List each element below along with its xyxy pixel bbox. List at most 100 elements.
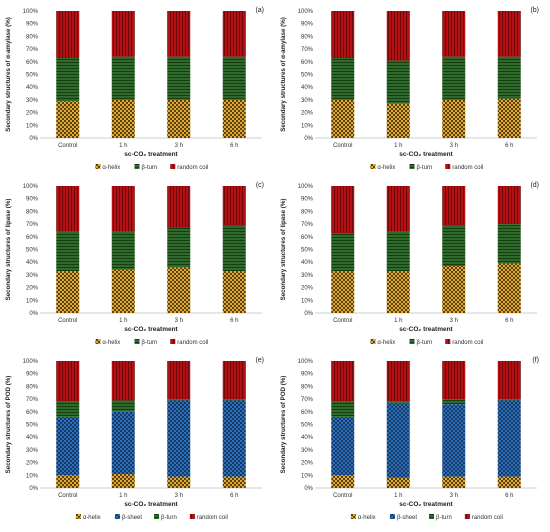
x-tick-label: 6 h xyxy=(505,143,513,149)
legend-swatch-beta_turn xyxy=(134,339,140,344)
legend-label: β-turn xyxy=(142,165,158,171)
legend-swatch-beta_sheet xyxy=(389,514,395,519)
y-tick-label: 90% xyxy=(26,22,39,28)
bar-segment-alpha_helix xyxy=(222,476,246,488)
y-tick-label: 80% xyxy=(301,34,314,40)
legend-swatch-alpha_helix xyxy=(370,339,376,344)
legend-swatch-alpha_helix xyxy=(75,514,81,519)
y-axis-title: Secondary structures of α-amylase (%) xyxy=(5,17,12,132)
x-tick-label: Control xyxy=(333,493,352,499)
legend-swatch-beta_turn xyxy=(134,164,140,169)
bar-segment-alpha_helix xyxy=(442,476,466,488)
bar-segment-beta_turn xyxy=(386,231,410,272)
x-tick-label: 6 h xyxy=(230,143,238,149)
bar-segment-random_coil xyxy=(442,11,466,57)
bar-segment-random_coil xyxy=(386,361,410,402)
legend-swatch-random_coil xyxy=(445,164,451,169)
bar-segment-random_coil xyxy=(167,186,191,228)
x-axis-title: sc-CO₂ treatment xyxy=(124,326,178,333)
y-tick-label: 30% xyxy=(301,448,314,454)
y-tick-label: 50% xyxy=(26,248,39,254)
bar-segment-random_coil xyxy=(56,11,80,58)
bar-segment-beta_turn xyxy=(56,401,80,417)
legend-swatch-beta_turn xyxy=(409,164,415,169)
legend-label: β-sheet xyxy=(397,515,417,521)
legend-label: α-helix xyxy=(377,165,395,171)
y-tick-label: 30% xyxy=(26,448,39,454)
y-tick-label: 70% xyxy=(26,222,39,228)
bar-segment-alpha_helix xyxy=(56,475,80,488)
bar-segment-beta_turn xyxy=(442,56,466,100)
bar-segment-beta_turn xyxy=(167,227,191,268)
bar-segment-alpha_helix xyxy=(111,99,135,138)
x-tick-label: 1 h xyxy=(119,493,127,499)
y-tick-label: 10% xyxy=(301,123,314,129)
y-tick-label: 0% xyxy=(304,486,313,492)
x-tick-label: 3 h xyxy=(450,318,458,324)
y-tick-label: 40% xyxy=(301,85,314,91)
y-axis-title: Secondary structures of lipase (%) xyxy=(280,199,287,301)
bar-segment-random_coil xyxy=(497,361,521,400)
x-tick-label: 6 h xyxy=(230,493,238,499)
y-tick-label: 60% xyxy=(301,410,314,416)
legend-label: β-turn xyxy=(436,515,452,521)
x-axis-title: sc-CO₂ treatment xyxy=(399,151,453,158)
x-axis-title: sc-CO₂ treatment xyxy=(124,151,178,158)
y-tick-label: 0% xyxy=(304,136,313,142)
y-tick-label: 60% xyxy=(26,410,39,416)
y-tick-label: 70% xyxy=(301,222,314,228)
bar-segment-alpha_helix xyxy=(442,266,466,313)
bar-segment-random_coil xyxy=(442,361,466,400)
bar-segment-beta_sheet xyxy=(497,400,521,477)
y-tick-label: 10% xyxy=(301,298,314,304)
x-axis-title: sc-CO₂ treatment xyxy=(399,326,453,333)
bar-segment-alpha_helix xyxy=(497,263,521,313)
legend-label: β-sheet xyxy=(122,515,142,521)
bar-segment-alpha_helix xyxy=(56,271,80,313)
x-tick-label: 1 h xyxy=(119,143,127,149)
bar-segment-beta_turn xyxy=(497,399,521,401)
y-tick-label: 70% xyxy=(26,47,39,53)
bar-segment-beta_sheet xyxy=(442,404,466,477)
bar-segment-alpha_helix xyxy=(386,477,410,488)
bar-segment-random_coil xyxy=(222,361,246,400)
y-tick-label: 60% xyxy=(26,60,39,66)
y-tick-label: 90% xyxy=(301,372,314,378)
legend-label: α-helix xyxy=(377,340,395,346)
legend-swatch-beta_turn xyxy=(154,514,160,519)
y-tick-label: 30% xyxy=(301,273,314,279)
bar-segment-beta_turn xyxy=(56,57,80,102)
legend-label: random coil xyxy=(197,515,228,521)
bar-segment-random_coil xyxy=(111,186,135,232)
bar-segment-beta_turn xyxy=(442,225,466,267)
x-tick-label: 1 h xyxy=(119,318,127,324)
legend-swatch-alpha_helix xyxy=(350,514,356,519)
x-tick-label: Control xyxy=(58,318,77,324)
bar-segment-alpha_helix xyxy=(56,101,80,138)
y-tick-label: 40% xyxy=(26,85,39,91)
y-tick-label: 60% xyxy=(26,235,39,241)
y-tick-label: 40% xyxy=(26,260,39,266)
y-tick-label: 70% xyxy=(301,397,314,403)
bar-segment-alpha_helix xyxy=(222,271,246,313)
legend-swatch-alpha_helix xyxy=(370,164,376,169)
y-tick-label: 50% xyxy=(26,423,39,429)
y-axis-title: Secondary structures of POD (%) xyxy=(5,376,12,474)
bar-segment-beta_sheet xyxy=(56,416,80,476)
legend-swatch-beta_turn xyxy=(409,339,415,344)
panel-label: (f) xyxy=(532,357,539,364)
legend-label: random coil xyxy=(177,340,208,346)
chart-panel-a: 0% 10% 20% 30% 40% 50% 60% 70% 80% 90% 100% Seconda… xyxy=(5,7,264,171)
y-tick-label: 20% xyxy=(26,286,39,292)
bar-segment-random_coil xyxy=(56,186,80,232)
bar-segment-random_coil xyxy=(497,11,521,57)
legend-swatch-random_coil xyxy=(170,164,176,169)
legend-swatch-beta_sheet xyxy=(114,514,120,519)
y-tick-label: 60% xyxy=(301,235,314,241)
y-tick-label: 10% xyxy=(26,123,39,129)
bar-segment-beta_turn xyxy=(331,57,355,100)
bar-segment-beta_turn xyxy=(111,56,135,100)
y-tick-label: 10% xyxy=(301,473,314,479)
chart-panel-c: 0% 10% 20% 30% 40% 50% 60% 70% 80% 90% 100% Seconda… xyxy=(5,182,264,346)
